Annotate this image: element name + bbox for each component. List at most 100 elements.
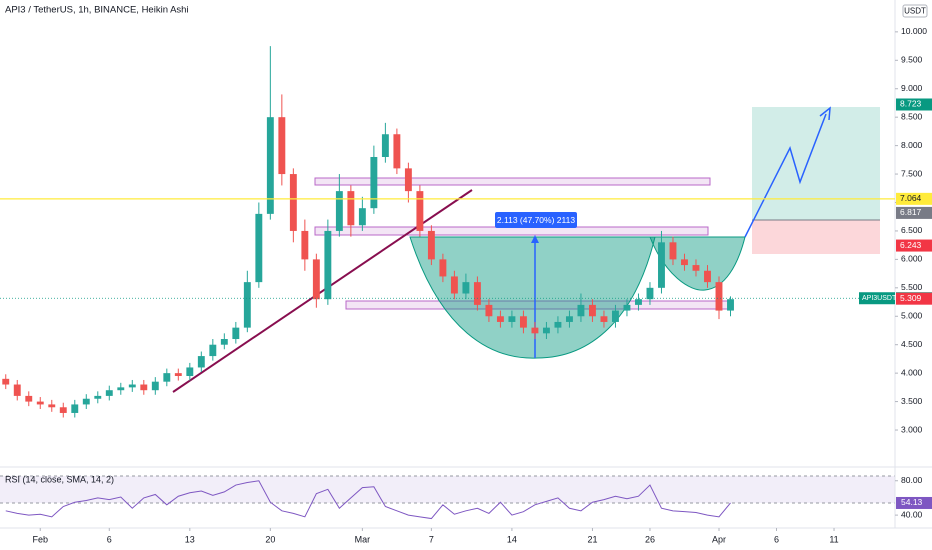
candle-body — [427, 230, 435, 260]
price-label: 8.723 — [900, 99, 922, 109]
candle-body — [416, 191, 424, 231]
candle-body — [531, 327, 539, 334]
candle-body — [94, 395, 102, 399]
candle-body — [370, 156, 378, 209]
y-tick-label: 6.000 — [901, 254, 923, 264]
candle-body — [301, 230, 309, 260]
candle-body — [243, 282, 251, 328]
candle-body — [289, 174, 297, 231]
price-label: 7.064 — [900, 193, 922, 203]
candle-body — [140, 384, 148, 391]
x-tick-label: 13 — [185, 534, 195, 544]
chart-title: API3 / TetherUS, 1h, BINANCE, Heikin Ash… — [5, 5, 189, 16]
rsi-line — [5, 480, 731, 520]
candle-body — [462, 282, 470, 294]
candle-body — [588, 304, 596, 317]
candle-body — [565, 316, 573, 322]
price-label-bg — [896, 192, 932, 205]
x-tick-label: Apr — [712, 534, 726, 544]
candle-body — [36, 401, 44, 405]
candle-body — [439, 259, 447, 277]
price-label-bg — [896, 206, 932, 219]
price-label: 6.243 — [900, 240, 922, 250]
x-tick-label: 20 — [265, 534, 275, 544]
y-tick-label: 4.000 — [901, 367, 923, 377]
price-label: 6.817 — [900, 207, 922, 217]
cup — [409, 236, 656, 359]
y-tick-label: 5.000 — [901, 311, 923, 321]
candle-body — [473, 282, 481, 305]
candle-body — [105, 390, 113, 396]
candle-body — [335, 191, 343, 231]
candle-body — [82, 398, 90, 405]
rsi-tick-label: 40.00 — [901, 509, 923, 519]
candle-body — [635, 299, 642, 305]
candle-body — [186, 367, 194, 376]
candle-body — [117, 387, 125, 391]
candle-body — [669, 242, 677, 260]
rsi-last-bg — [896, 496, 932, 509]
measure-arrow — [531, 235, 539, 243]
candle-body — [450, 276, 458, 294]
candle-body — [312, 259, 320, 300]
target-zone — [752, 107, 880, 220]
projection-path — [744, 113, 827, 238]
x-tick-label: 6 — [774, 534, 779, 544]
candle-body — [255, 213, 263, 283]
y-tick-label: 3.000 — [901, 424, 923, 434]
candle-body — [542, 327, 550, 334]
currency-box — [902, 4, 928, 18]
drawings: 2.113 (47.70%) 2113 — [172, 106, 880, 393]
price-label-bg — [896, 98, 932, 111]
candle-body — [681, 259, 688, 266]
candle-body — [623, 304, 631, 311]
stop-zone — [752, 220, 880, 254]
candle-body — [163, 373, 171, 382]
candle-body — [48, 404, 56, 408]
candle-body — [71, 404, 79, 413]
measure-label-bg — [495, 212, 577, 228]
candle-body — [174, 373, 182, 376]
y-tick-label: 6.500 — [901, 225, 923, 235]
candle-body — [715, 282, 723, 311]
candle-body — [393, 134, 401, 169]
zone — [314, 226, 709, 236]
candle-body — [232, 327, 240, 340]
candle-body — [278, 117, 286, 175]
x-tick-label: Feb — [33, 534, 49, 544]
currency: USDT — [904, 7, 926, 16]
rsi-last-label: 54.13 — [901, 497, 923, 507]
candle-body — [324, 230, 332, 300]
measure-label: 2.113 (47.70%) 2113 — [497, 215, 575, 225]
candle-body — [197, 356, 205, 368]
candle-body — [381, 134, 389, 157]
y-tick-label: 8.500 — [901, 111, 923, 121]
candle-body — [25, 395, 33, 402]
candle-body — [13, 384, 21, 396]
rsi-tick-label: 80.00 — [901, 475, 923, 485]
candle-body — [358, 208, 366, 226]
candle-body — [658, 242, 665, 288]
candle-body — [496, 316, 504, 322]
rsi-band — [0, 476, 895, 503]
candle-body — [2, 378, 10, 385]
symbol-label: API3USDT — [862, 295, 897, 302]
candle-body — [404, 168, 412, 192]
x-tick-label: 21 — [587, 534, 597, 544]
zone — [314, 177, 711, 186]
candle-body — [704, 270, 711, 283]
y-tick-label: 7.500 — [901, 168, 923, 178]
price-label-bg — [896, 239, 932, 252]
rsi-title: RSI (14, close, SMA, 14, 2) — [5, 474, 114, 484]
y-tick-label: 3.500 — [901, 396, 923, 406]
candle-body — [508, 316, 516, 322]
y-tick-label: 10.000 — [901, 26, 927, 36]
candle-body — [600, 316, 608, 322]
y-tick-label: 9.500 — [901, 55, 923, 65]
x-tick-label: Mar — [355, 534, 371, 544]
price-label-bg — [896, 292, 932, 305]
candle-body — [692, 265, 700, 271]
candle-body — [612, 310, 619, 322]
y-tick-label: 9.000 — [901, 83, 923, 93]
